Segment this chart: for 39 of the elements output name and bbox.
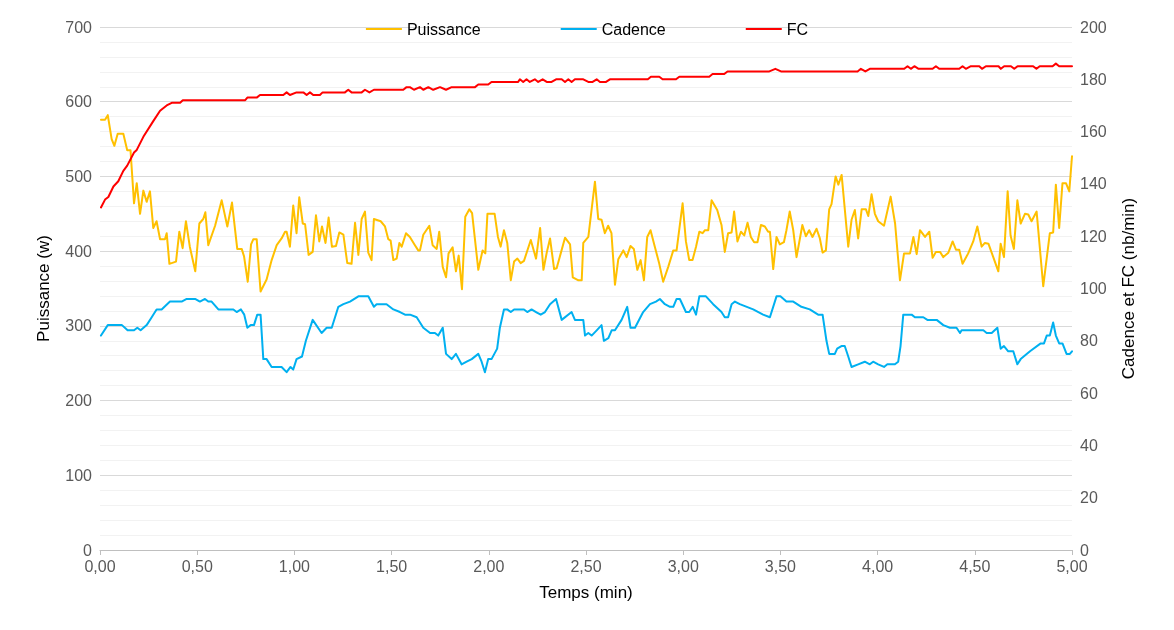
y2-tick-label: 180 (1080, 70, 1107, 88)
legend-label: FC (786, 20, 809, 38)
y-tick-label: 600 (65, 93, 93, 111)
y-tick-label: 700 (65, 18, 93, 36)
x-tick-label: 1,50 (376, 557, 408, 575)
x-tick-label: 3,50 (764, 557, 797, 575)
x-tick-label: 5,00 (1056, 557, 1088, 575)
y2-tick-label: 0 (1080, 541, 1089, 559)
x-tick-label: 1,00 (278, 557, 311, 575)
legend-label: Cadence (601, 20, 666, 38)
y2-tick-label: 120 (1080, 227, 1107, 245)
x-tick-label: 0,50 (181, 557, 213, 575)
y2-axis-title: Cadence et FC (nb/min) (1119, 197, 1138, 380)
y2-tick-label: 160 (1080, 123, 1107, 141)
x-tick-label: 2,50 (570, 557, 602, 575)
y-tick-label: 300 (65, 317, 93, 335)
y2-tick-label: 80 (1080, 332, 1098, 350)
x-tick-label: 2,00 (473, 557, 505, 575)
line-series (99, 114, 1073, 293)
y-tick-label: 500 (65, 167, 93, 185)
y-axis-title: Puissance (w) (34, 235, 53, 342)
y-tick-label: 400 (65, 242, 93, 260)
y2-tick-label: 40 (1080, 436, 1098, 454)
line-series (99, 62, 1073, 209)
y2-tick-label: 20 (1080, 489, 1098, 507)
y-tick-label: 0 (83, 541, 93, 559)
y-tick-label: 200 (65, 392, 93, 410)
x-tick-label: 0,00 (84, 557, 116, 575)
x-tick-label: 3,00 (667, 557, 699, 575)
x-axis-title: Temps (min) (539, 583, 633, 602)
legend-label: Puissance (406, 20, 481, 38)
y2-tick-label: 140 (1080, 175, 1107, 193)
y-tick-label: 100 (65, 466, 93, 484)
y2-tick-label: 100 (1080, 280, 1107, 297)
x-tick-label: 4,00 (862, 557, 894, 575)
y2-tick-label: 200 (1080, 18, 1107, 36)
y2-tick-label: 60 (1080, 384, 1098, 402)
x-tick-label: 4,50 (959, 557, 991, 575)
line-series (99, 295, 1073, 374)
